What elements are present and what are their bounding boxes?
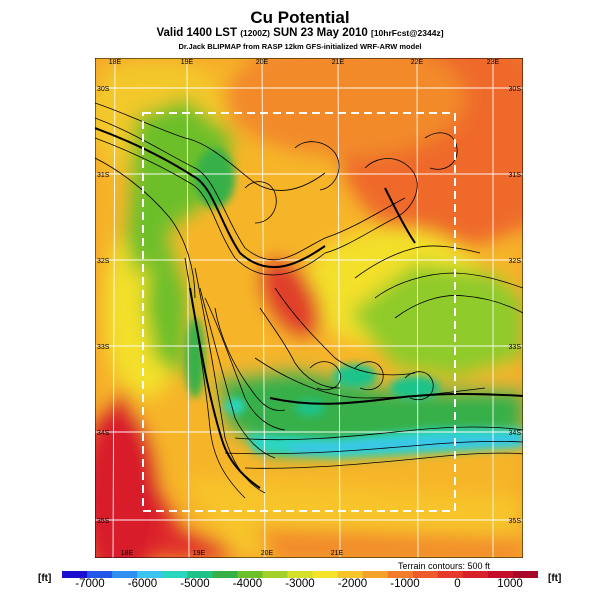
color-scale-swatch xyxy=(112,571,138,578)
color-scale-tick-label: -5000 xyxy=(180,578,210,590)
color-scale-swatch xyxy=(212,571,238,578)
lat-label-right: 34S xyxy=(509,430,522,437)
lon-label-top: 23E xyxy=(487,59,500,66)
valid-date: SUN 23 May 2010 xyxy=(273,27,368,39)
color-scale-swatch xyxy=(487,571,514,578)
lon-label-bottom: 19E xyxy=(193,550,206,557)
color-scale-swatch xyxy=(462,571,489,578)
terrain-contour-note: Terrain contours: 500 ft xyxy=(398,561,491,571)
lon-label-bottom: 18E xyxy=(121,550,134,557)
lon-label-top: 22E xyxy=(411,59,424,66)
color-scale-swatch xyxy=(387,571,414,578)
color-scale-swatch xyxy=(262,571,288,578)
major-terrain-contours xyxy=(95,127,523,489)
lat-lon-grid xyxy=(95,58,523,558)
lat-label-right: 35S xyxy=(509,518,522,525)
coordinate-labels: 18E 19E 20E 21E 22E 23E 18E 19E 20E 21E … xyxy=(97,59,521,557)
color-scale-swatch xyxy=(362,571,389,578)
lat-label-left: 31S xyxy=(97,172,110,179)
lat-label-right: 30S xyxy=(509,86,522,93)
lat-label-right: 33S xyxy=(509,344,522,351)
lat-label-right: 31S xyxy=(509,172,522,179)
lat-label-left: 35S xyxy=(97,518,110,525)
lat-label-left: 30S xyxy=(97,86,110,93)
lon-label-top: 20E xyxy=(256,59,269,66)
lat-label-left: 34S xyxy=(97,430,110,437)
inner-domain-box xyxy=(142,112,456,512)
color-scale-swatch xyxy=(437,571,464,578)
color-scale-bar xyxy=(62,571,538,578)
forecast-info: [10hrFcst@2344z] xyxy=(371,28,444,38)
lat-label-right: 32S xyxy=(509,258,522,265)
color-scale-swatch xyxy=(312,571,339,578)
lon-label-bottom: 20E xyxy=(261,550,274,557)
color-scale-swatch xyxy=(62,571,88,578)
color-scale-swatch xyxy=(287,571,314,578)
lat-label-left: 33S xyxy=(97,344,110,351)
lon-label-top: 19E xyxy=(181,59,194,66)
color-scale-tick-label: -7000 xyxy=(75,578,105,590)
color-scale-tick-label: -1000 xyxy=(390,578,420,590)
color-scale-swatch xyxy=(162,571,188,578)
lon-label-top: 21E xyxy=(332,59,345,66)
lon-label-top: 18E xyxy=(109,59,122,66)
color-scale-tick-label: -6000 xyxy=(127,578,158,590)
color-scale-swatch xyxy=(512,571,538,578)
color-scale-tick-label: -2000 xyxy=(337,578,368,590)
lon-label-bottom: 21E xyxy=(331,550,344,557)
lat-label-left: 32S xyxy=(97,258,110,265)
color-scale-tick-label: -4000 xyxy=(232,578,263,590)
color-scale-swatch xyxy=(187,571,213,578)
model-credit: Dr.Jack BLIPMAP from RASP 12km GFS-initi… xyxy=(178,42,422,51)
color-scale-swatch xyxy=(87,571,113,578)
color-scale-tick-label: 0 xyxy=(454,578,461,590)
valid-prefix: Valid 1400 LST xyxy=(156,27,237,39)
cu-potential-field xyxy=(95,58,523,558)
color-scale-swatch xyxy=(137,571,163,578)
valid-time: Valid 1400 LST (1200Z) SUN 23 May 2010 [… xyxy=(0,27,600,39)
unit-label-right: [ft] xyxy=(548,573,562,584)
color-scale-swatch xyxy=(237,571,263,578)
color-scale-tick-label: 1000 xyxy=(497,578,523,590)
color-scale-swatch xyxy=(337,571,364,578)
valid-utc: (1200Z) xyxy=(240,28,270,38)
unit-label-left: [ft] xyxy=(38,573,52,584)
terrain-contours xyxy=(95,102,523,499)
color-scale-tick-label: -3000 xyxy=(285,578,315,590)
map-title: Cu Potential xyxy=(250,8,350,27)
color-scale-swatch xyxy=(412,571,439,578)
cu-potential-map[interactable]: 18E 19E 20E 21E 22E 23E 18E 19E 20E 21E … xyxy=(95,58,523,558)
